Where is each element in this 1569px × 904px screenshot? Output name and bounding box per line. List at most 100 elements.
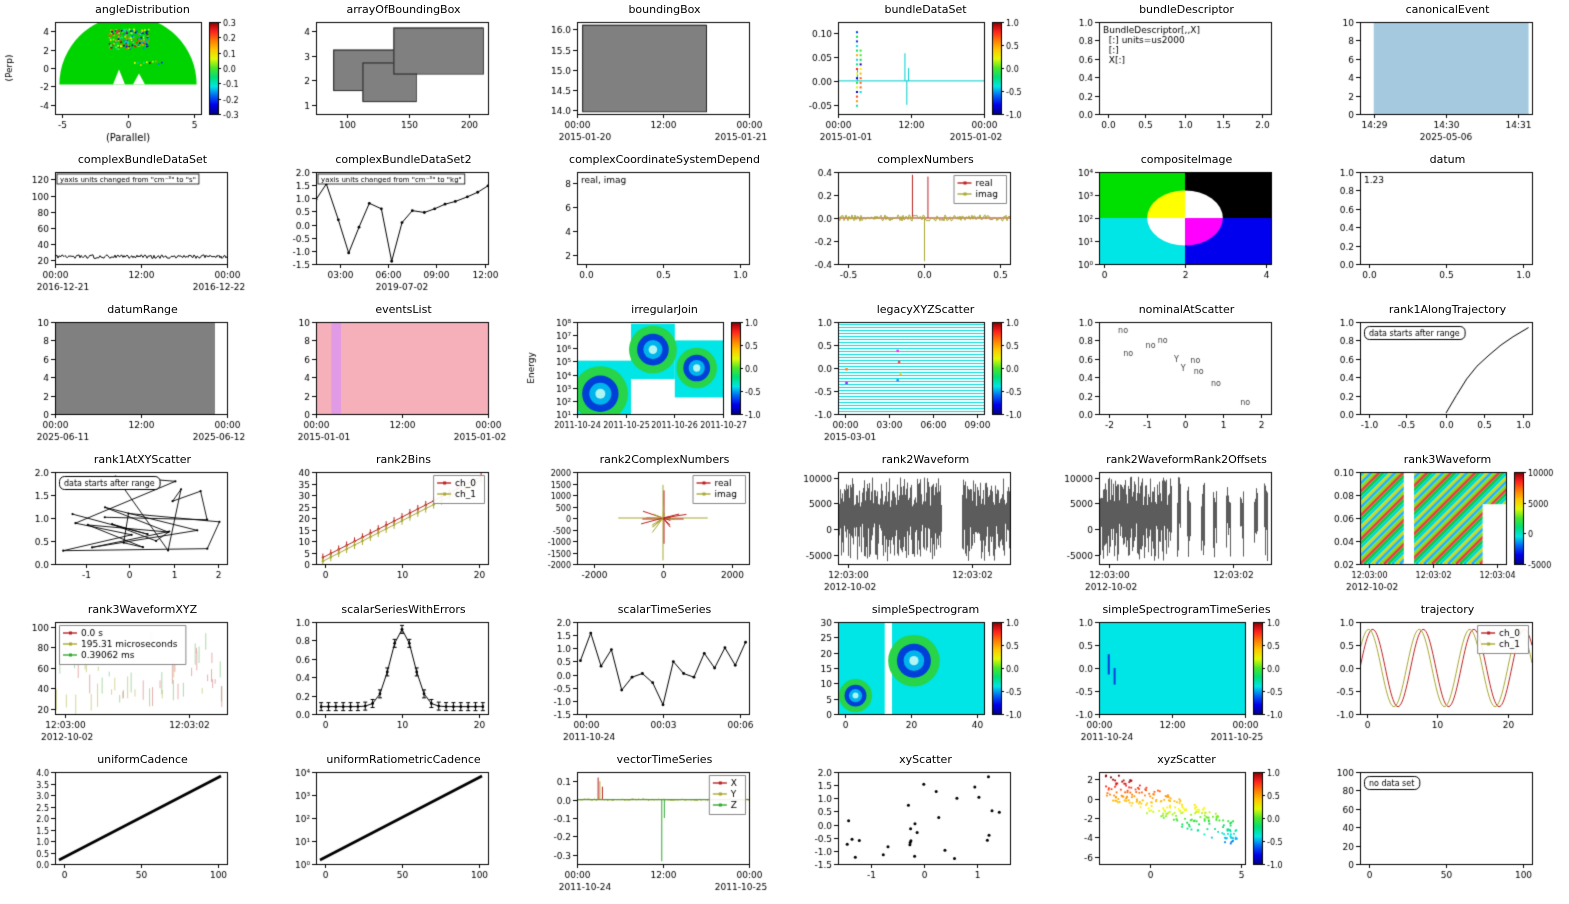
plot-title: xyzScatter [1157,753,1216,766]
subplot-complexBundleDataSet2: complexBundleDataSet2 [262,152,523,302]
plot-title: bundleDataSet [884,3,967,16]
plot-title: rank3Waveform [1403,453,1492,466]
plot-title: simpleSpectrogram [871,603,980,616]
plot-title: complexCoordinateSystemDepend [569,153,760,166]
plot-title: rank2Bins [376,453,431,466]
arrayOfBoundingBox-plot-canvas [262,18,523,150]
simpleSpectrogramTimeSeries-plot-canvas [1045,618,1306,750]
plot-title: trajectory [1420,603,1475,616]
xyScatter-plot-canvas [784,768,1045,900]
plot-title: datum [1429,153,1466,166]
vectorTimeSeries-plot-canvas [523,768,784,900]
simpleSpectrogram-plot-canvas [784,618,1045,750]
plot-title: complexBundleDataSet2 [335,153,472,166]
plot-title: rank1AtXYScatter [93,453,192,466]
datumRange-plot-canvas [1,318,262,450]
rank1AtXYScatter-plot-canvas [1,468,262,600]
subplot-rank2WaveformRank2Offsets: rank2WaveformRank2Offsets [1045,452,1306,602]
subplot-rank2ComplexNumbers: rank2ComplexNumbers [523,452,784,602]
rank2Bins-plot-canvas [262,468,523,600]
subplot-complexNumbers: complexNumbers [784,152,1045,302]
bundleDescriptor-plot-canvas [1045,18,1306,150]
angleDistribution-plot-canvas [1,18,262,150]
subplot-legacyXYZScatter: legacyXYZScatter [784,302,1045,452]
boundingBox-plot-canvas [523,18,784,150]
legacyXYZScatter-plot-canvas [784,318,1045,450]
plot-title: rank1AlongTrajectory [1388,303,1507,316]
plot-title [1306,752,1567,768]
plot-title: compositeImage [1140,153,1233,166]
subplot-xyzScatter: xyzScatter [1045,752,1306,902]
plot-title: uniformRatiometricCadence [326,753,481,766]
subplot-uniformRatiometricCadence: uniformRatiometricCadence [262,752,523,902]
subplot-arrayOfBoundingBox: arrayOfBoundingBox [262,2,523,152]
subplot-scalarSeriesWithErrors: scalarSeriesWithErrors [262,602,523,752]
subplot-xyScatter: xyScatter [784,752,1045,902]
complexNumbers-plot-canvas [784,168,1045,300]
plot-title: eventsList [375,303,432,316]
subplot-rank1AtXYScatter: rank1AtXYScatter [1,452,262,602]
plot-title: rank2WaveformRank2Offsets [1106,453,1267,466]
compositeImage-plot-canvas [1045,168,1306,300]
subplot-rank1AlongTrajectory: rank1AlongTrajectory [1306,302,1567,452]
plot-title: angleDistribution [95,3,190,16]
plot-title: boundingBox [628,3,701,16]
subplot-datum: datum [1306,152,1567,302]
rank1AlongTrajectory-plot-canvas [1306,318,1567,450]
subplot-complexCoordinateSystemDepend: complexCoordinateSystemDepend [523,152,784,302]
plot-title: complexBundleDataSet [77,153,208,166]
subplot-simpleSpectrogramTimeSeries: simpleSpectrogramTimeSeries [1045,602,1306,752]
datum-plot-canvas [1306,168,1567,300]
plot-title: rank2Waveform [881,453,970,466]
trajectory-plot-canvas [1306,618,1567,750]
plot-title: uniformCadence [97,753,188,766]
plot-title: arrayOfBoundingBox [346,3,461,16]
plot-title: rank2ComplexNumbers [599,453,730,466]
eventsList-plot-canvas [262,318,523,450]
plot-title: bundleDescriptor [1139,3,1234,16]
scalarTimeSeries-plot-canvas [523,618,784,750]
subplot-trajectory: trajectory [1306,602,1567,752]
subplot-uniformCadence: uniformCadence [1,752,262,902]
rank3WaveformXYZ-plot-canvas [1,618,262,750]
plot-title: canonicalEvent [1405,3,1490,16]
empty-plot-canvas [1306,768,1567,900]
subplot-complexBundleDataSet: complexBundleDataSet [1,152,262,302]
subplot-rank2Bins: rank2Bins [262,452,523,602]
subplot-compositeImage: compositeImage [1045,152,1306,302]
subplot-eventsList: eventsList [262,302,523,452]
plot-title: nominalAtScatter [1138,303,1235,316]
rank2Waveform-plot-canvas [784,468,1045,600]
subplot-rank3WaveformXYZ: rank3WaveformXYZ [1,602,262,752]
plot-title: datumRange [107,303,178,316]
subplot-irregularJoin: irregularJoin [523,302,784,452]
subplot-bundleDataSet: bundleDataSet [784,2,1045,152]
subplot-empty [1306,752,1567,902]
plot-title: scalarSeriesWithErrors [341,603,466,616]
bundleDataSet-plot-canvas [784,18,1045,150]
subplot-boundingBox: boundingBox [523,2,784,152]
irregularJoin-plot-canvas [523,318,784,450]
subplot-simpleSpectrogram: simpleSpectrogram [784,602,1045,752]
rank2WaveformRank2Offsets-plot-canvas [1045,468,1306,600]
plot-title: irregularJoin [631,303,698,316]
subplot-rank2Waveform: rank2Waveform [784,452,1045,602]
complexCoordinateSystemDepend-plot-canvas [523,168,784,300]
subplot-rank3Waveform: rank3Waveform [1306,452,1567,602]
subplot-vectorTimeSeries: vectorTimeSeries [523,752,784,902]
plot-title: xyScatter [899,753,952,766]
plot-title: scalarTimeSeries [617,603,712,616]
subplot-canonicalEvent: canonicalEvent [1306,2,1567,152]
subplot-datumRange: datumRange [1,302,262,452]
nominalAtScatter-plot-canvas [1045,318,1306,450]
plot-title: legacyXYZScatter [876,303,975,316]
subplot-scalarTimeSeries: scalarTimeSeries [523,602,784,752]
uniformRatiometricCadence-plot-canvas [262,768,523,900]
plot-title: rank3WaveformXYZ [87,603,198,616]
scalarSeriesWithErrors-plot-canvas [262,618,523,750]
plot-title: vectorTimeSeries [616,753,713,766]
subplot-nominalAtScatter: nominalAtScatter [1045,302,1306,452]
xyzScatter-plot-canvas [1045,768,1306,900]
complexBundleDataSet-plot-canvas [1,168,262,300]
